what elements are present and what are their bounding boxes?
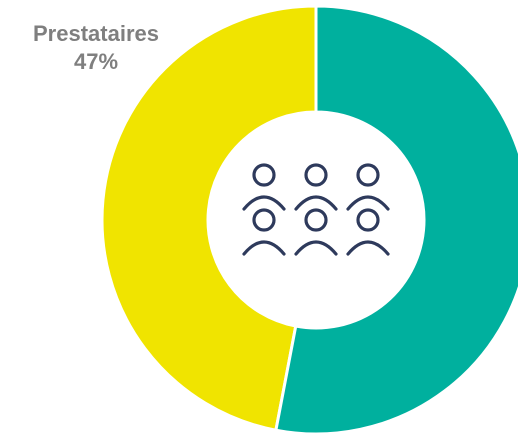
person-head-4	[304, 208, 328, 232]
person-head-0	[252, 163, 276, 187]
person-body-4	[294, 240, 338, 256]
person-head-2	[356, 163, 380, 187]
slice-other	[274, 4, 518, 433]
person-head-5	[356, 208, 380, 232]
slice-label-prestataires: Prestataires 47%	[6, 20, 186, 76]
person-body-5	[346, 240, 390, 256]
person-body-2	[346, 195, 390, 211]
person-head-1	[304, 163, 328, 187]
person-head-3	[252, 208, 276, 232]
people-group-icon	[242, 163, 390, 256]
person-body-0	[242, 195, 286, 211]
slice-prestataires	[100, 4, 318, 432]
slice-label-name: Prestataires	[33, 21, 159, 46]
slice-label-value: 47%	[73, 49, 119, 74]
person-body-1	[294, 195, 338, 211]
person-body-3	[242, 240, 286, 256]
